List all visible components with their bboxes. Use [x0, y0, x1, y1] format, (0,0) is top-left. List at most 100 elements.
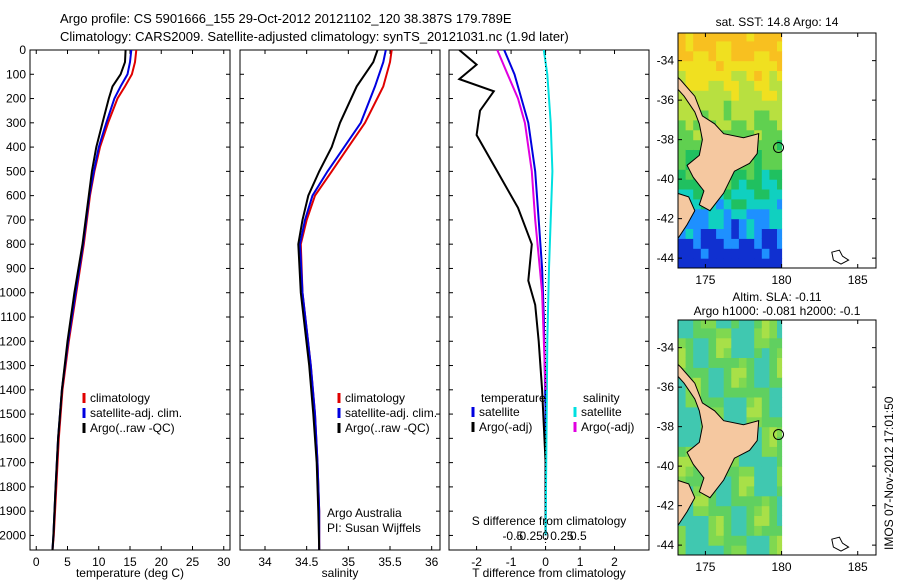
sst-map-cell	[738, 258, 747, 268]
sla-map-cell	[693, 535, 702, 546]
sla-map-cell	[738, 525, 747, 536]
sla-map-cell	[693, 515, 702, 526]
difference-series-group	[457, 50, 554, 536]
sla-map-cell	[716, 525, 725, 536]
sla-map-frame	[677, 319, 877, 556]
sla-map-cell	[738, 377, 747, 388]
sst-map-cell	[723, 189, 732, 200]
sla-map-cell	[716, 367, 725, 378]
sst-map-cell	[700, 100, 709, 111]
sst-map-cell	[761, 159, 770, 170]
sst-map-cell	[708, 248, 717, 259]
sst-map-cell	[708, 80, 717, 91]
sla-map-cell	[738, 327, 747, 339]
sla-map-cell	[754, 387, 763, 398]
sla-map-cell	[731, 387, 740, 398]
sla-map-cell	[678, 377, 687, 388]
sst-map-south-island	[678, 192, 696, 240]
sla-map-cell	[731, 456, 740, 467]
sst-map-cell	[761, 119, 770, 131]
sla-map-cell	[678, 406, 687, 418]
sst-map-cell	[769, 119, 778, 131]
sst-map-cell	[754, 33, 763, 42]
sla-map-cell	[708, 347, 717, 358]
sst-map-cell	[731, 238, 740, 249]
sla-map-cell	[769, 505, 778, 516]
sst-map-cell	[738, 198, 747, 210]
sst-map-cell	[685, 110, 694, 121]
sst-map-cell	[769, 50, 778, 62]
sla-map-cell	[769, 416, 778, 428]
sla-map-cell	[746, 535, 755, 546]
sst-map-cell	[685, 149, 694, 160]
sst-map-cell	[777, 70, 783, 81]
sla-map-cell	[685, 476, 694, 487]
sst-map-cell	[693, 228, 702, 239]
sla-map-cell	[738, 505, 747, 516]
salinity-diff-legend-label: Argo(-adj)	[581, 420, 634, 434]
sla-map-cell	[738, 367, 747, 378]
sst-map-cell	[700, 218, 709, 229]
sst-map-cell	[708, 208, 717, 220]
sst-map-cell	[746, 258, 755, 268]
sst-map-cell	[769, 110, 778, 121]
sst-map-cell	[769, 70, 778, 81]
sst-map-cell	[678, 129, 687, 141]
sst-map-cell	[754, 40, 763, 52]
depth-tick-label: 100	[6, 67, 26, 81]
sla-map-cell	[685, 515, 694, 526]
sst-map-cell	[723, 248, 732, 259]
sst-map-cell	[754, 248, 763, 259]
sst-map-group	[678, 33, 850, 268]
sst-map-cell	[769, 218, 778, 229]
sst-map-cell	[700, 238, 709, 249]
depth-tick-label: 1900	[0, 504, 26, 518]
sla-map-cell	[777, 416, 783, 428]
sst-map-cell	[685, 70, 694, 81]
sla-map-cell	[738, 347, 747, 358]
sst-map-cell	[754, 70, 763, 81]
sst-map-cell	[738, 129, 747, 141]
sla-map-cell	[777, 426, 783, 437]
sla-map-cell	[708, 505, 717, 516]
sst-map-cell	[746, 110, 755, 121]
sla-map-cell	[777, 406, 783, 418]
sst-map-cell	[678, 228, 687, 239]
sla-map-cell	[761, 446, 770, 457]
sst-map-cell	[716, 228, 725, 239]
sst-map-cell	[731, 60, 740, 71]
sst-map-cell	[731, 258, 740, 268]
sla-map-cell	[685, 406, 694, 418]
sla-map-cell	[738, 416, 747, 428]
sst-map-cell	[761, 60, 770, 71]
sla-map-cell	[761, 416, 770, 428]
sla-map-cell	[754, 406, 763, 418]
temperature-xtick-label: 15	[123, 555, 137, 569]
sla-map-cell	[754, 337, 763, 349]
sst-map-cell	[769, 149, 778, 160]
sst-map-cell	[777, 159, 783, 170]
sst-map-cell	[746, 80, 755, 91]
sla-map-cell	[716, 505, 725, 516]
sst-map-cell	[693, 198, 702, 210]
sla-map-cell	[777, 397, 783, 408]
sst-map-cell	[761, 198, 770, 210]
sla-map-cell	[693, 357, 702, 368]
sla-map-cell	[738, 545, 747, 555]
sla-map-cell	[769, 466, 778, 477]
sst-map-cell	[761, 149, 770, 160]
temperature-xtick-label: 20	[155, 555, 169, 569]
sst-map-cell	[777, 189, 783, 200]
sst-map-cell	[693, 80, 702, 91]
depth-tick-label: 1700	[0, 456, 26, 470]
sla-map-cell	[693, 485, 702, 497]
sst-map-cell	[708, 33, 717, 42]
sla-map-cell	[746, 505, 755, 516]
sst-map-cell	[769, 80, 778, 91]
sla-map-cell	[723, 505, 732, 516]
sst-map-cell	[738, 33, 747, 42]
sla-map-cell	[738, 476, 747, 487]
sla-map-cell	[723, 387, 732, 398]
depth-tick-label: 600	[6, 189, 26, 203]
sst-map-cell	[693, 129, 702, 141]
